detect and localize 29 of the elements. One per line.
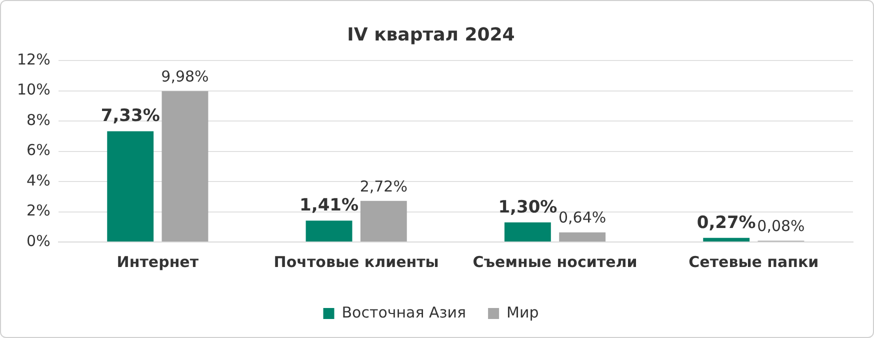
bar: [504, 222, 551, 242]
bar: [107, 131, 154, 242]
legend-label: Мир: [506, 303, 539, 322]
data-label: 7,33%: [100, 106, 160, 126]
data-label: 0,27%: [696, 212, 756, 233]
data-label: 0,64%: [558, 208, 606, 227]
legend-label: Восточная Азия: [342, 303, 466, 322]
data-label: 9,98%: [161, 68, 209, 86]
y-tick-label: 0%: [26, 232, 50, 250]
data-label: 1,30%: [498, 197, 558, 218]
bar: [559, 232, 606, 242]
x-tick-label: Почтовые клиенты: [274, 252, 439, 271]
bar: [162, 91, 208, 242]
bar: [360, 200, 407, 242]
y-tick-label: 6%: [26, 141, 50, 160]
x-tick-label: Интернет: [116, 252, 199, 271]
y-tick-label: 2%: [26, 202, 50, 220]
x-tick-label: Съемные носители: [472, 252, 638, 271]
data-label: 1,41%: [300, 196, 359, 216]
data-label: 0,08%: [757, 217, 805, 236]
data-label: 2,72%: [360, 177, 408, 196]
x-tick-label: Сетевые папки: [688, 252, 819, 271]
y-tick-label: 8%: [26, 110, 50, 129]
y-tick-label: 10%: [16, 80, 50, 99]
y-tick-label: 4%: [26, 171, 50, 190]
bar: [703, 238, 750, 242]
y-tick-label: 12%: [16, 50, 50, 68]
chart-title: IV квартал 2024: [347, 24, 515, 46]
bar: [306, 220, 352, 242]
